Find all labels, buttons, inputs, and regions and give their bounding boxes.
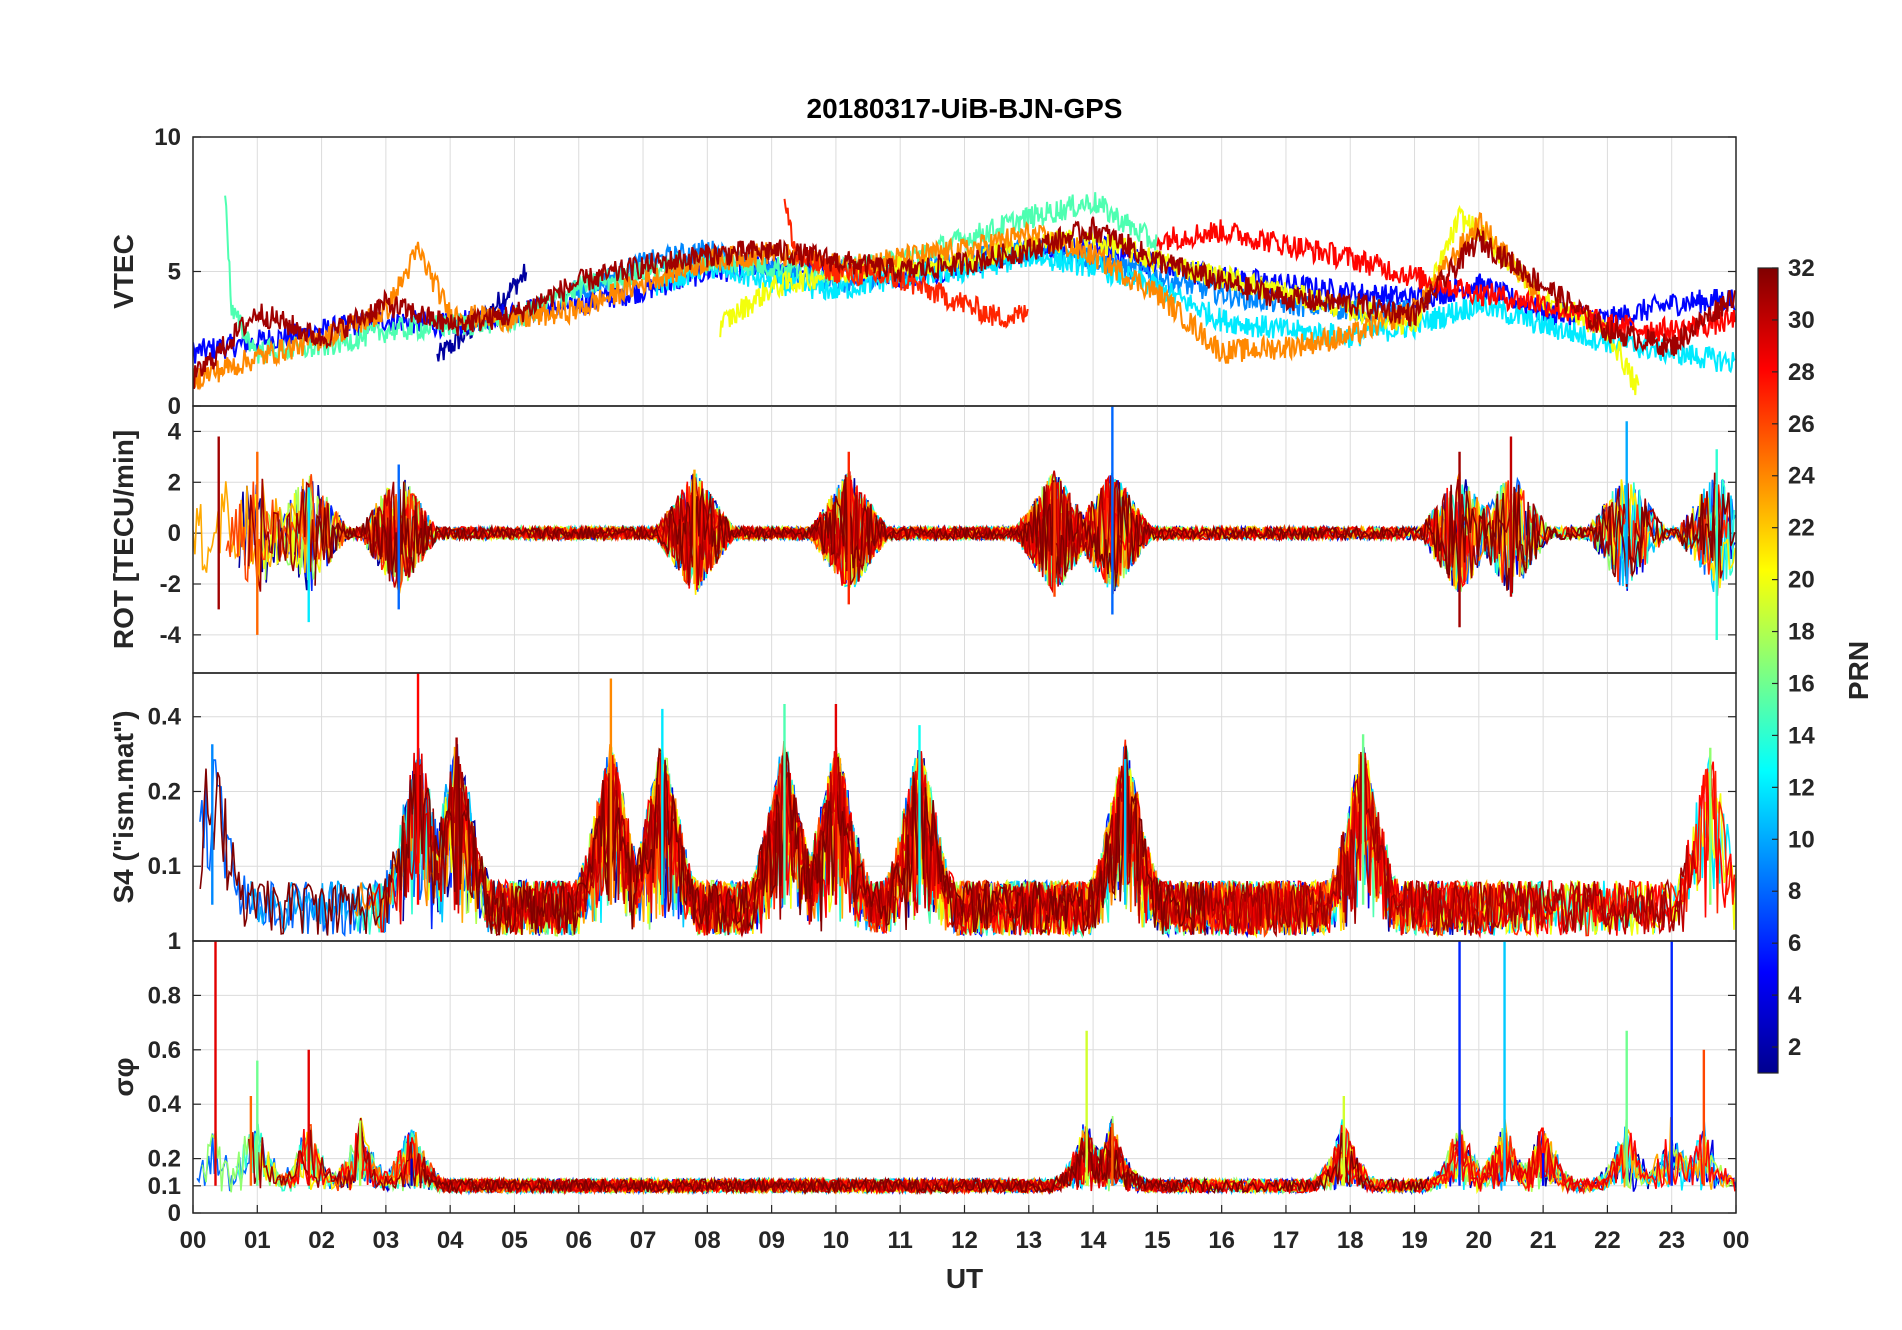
y-tick-label: 0.4 bbox=[148, 1091, 182, 1118]
series-line-prn-32 bbox=[314, 473, 1736, 596]
colorbar-tick-label: 4 bbox=[1788, 982, 1802, 1009]
y-axis-label: VTEC bbox=[108, 234, 139, 309]
x-axis-label: UT bbox=[946, 1263, 983, 1294]
x-tick-label: 15 bbox=[1144, 1227, 1171, 1254]
y-tick-label: 0 bbox=[168, 1200, 181, 1227]
panel-s4: 0.1 0.2 0.4 S4 ("ism.mat") bbox=[108, 672, 1737, 942]
x-tick-label: 06 bbox=[565, 1227, 592, 1254]
colorbar-tick-label: 20 bbox=[1788, 567, 1815, 594]
colorbar-tick-label: 6 bbox=[1788, 930, 1801, 957]
x-tick-label: 18 bbox=[1337, 1227, 1364, 1254]
colorbar-tick-label: 8 bbox=[1788, 878, 1801, 905]
y-axis-label: σφ bbox=[108, 1057, 139, 1096]
x-tick-label: 00 bbox=[1723, 1227, 1750, 1254]
y-tick-label: 10 bbox=[154, 124, 181, 151]
colorbar-tick-label: 24 bbox=[1788, 463, 1815, 490]
colorbar-tick-label: 30 bbox=[1788, 307, 1815, 334]
colorbar-tick-label: 32 bbox=[1788, 255, 1815, 282]
colorbar-tick-label: 18 bbox=[1788, 619, 1815, 646]
y-tick-label: -2 bbox=[160, 571, 181, 598]
y-tick-label: 4 bbox=[168, 418, 182, 445]
y-tick-label: 0 bbox=[168, 520, 181, 547]
x-tick-label: 02 bbox=[308, 1227, 335, 1254]
x-tick-label: 10 bbox=[823, 1227, 850, 1254]
x-tick-label: 17 bbox=[1273, 1227, 1300, 1254]
colorbar-tick-label: 14 bbox=[1788, 722, 1815, 749]
x-tick-label: 16 bbox=[1208, 1227, 1235, 1254]
x-tick-label: 09 bbox=[758, 1227, 785, 1254]
x-tick-label: 23 bbox=[1658, 1227, 1685, 1254]
y-tick-label: 0.6 bbox=[148, 1037, 181, 1064]
series-line-prn-28 bbox=[1156, 219, 1736, 343]
colorbar-tick-label: 22 bbox=[1788, 515, 1815, 542]
x-tick-label: 07 bbox=[630, 1227, 657, 1254]
traces bbox=[193, 192, 1736, 396]
colorbar-label: PRN bbox=[1843, 641, 1874, 700]
panel-rot: -4 -2 0 2 4 ROT [TECU/min] bbox=[108, 405, 1737, 674]
panel-vtec: 0 5 10 VTEC bbox=[108, 124, 1737, 420]
chart-title: 20180317-UiB-BJN-GPS bbox=[807, 93, 1123, 124]
y-tick-label: 2 bbox=[168, 469, 181, 496]
traces bbox=[193, 406, 1736, 640]
colorbar-tick-label: 12 bbox=[1788, 774, 1815, 801]
x-tick-label: 20 bbox=[1465, 1227, 1492, 1254]
colorbar-tick-label: 2 bbox=[1788, 1034, 1801, 1061]
x-tick-label: 12 bbox=[951, 1227, 978, 1254]
traces bbox=[199, 673, 1736, 939]
traces bbox=[196, 941, 1736, 1196]
y-tick-label: 0.2 bbox=[148, 1146, 181, 1173]
y-tick-label: 0.1 bbox=[148, 1173, 181, 1200]
series-line-prn-31 bbox=[248, 1117, 1182, 1195]
y-tick-label: 5 bbox=[168, 259, 181, 286]
colorbar-tick-label: 28 bbox=[1788, 359, 1815, 386]
x-tick-label: 22 bbox=[1594, 1227, 1621, 1254]
x-tick-label: 03 bbox=[373, 1227, 400, 1254]
series-line-prn-30 bbox=[401, 747, 1696, 937]
x-tick-label: 11 bbox=[888, 1227, 913, 1254]
colorbar-tick-label: 16 bbox=[1788, 670, 1815, 697]
x-tick-label: 21 bbox=[1530, 1227, 1557, 1254]
y-tick-label: 0.4 bbox=[148, 704, 182, 731]
x-tick-label: 00 bbox=[180, 1227, 207, 1254]
y-axis-label: S4 ("ism.mat") bbox=[108, 710, 139, 903]
colorbar-tick-label: 26 bbox=[1788, 411, 1815, 438]
x-tick-label: 14 bbox=[1080, 1227, 1107, 1254]
series-line-prn-27 bbox=[783, 198, 1029, 329]
x-tick-label: 13 bbox=[1015, 1227, 1042, 1254]
x-tick-label: 05 bbox=[501, 1227, 528, 1254]
series-line-prn-32 bbox=[199, 745, 1206, 936]
y-tick-label: 1 bbox=[168, 928, 181, 955]
y-tick-label: 0.8 bbox=[148, 982, 181, 1009]
y-tick-label: 0 bbox=[168, 393, 181, 420]
series-line-prn-32 bbox=[422, 1127, 1429, 1196]
series-line-prn-31 bbox=[193, 216, 1736, 390]
y-tick-label: 0.2 bbox=[148, 778, 181, 805]
series-line-prn-20 bbox=[719, 204, 1640, 396]
y-axis-label: ROT [TECU/min] bbox=[108, 430, 139, 649]
colorbar-gradient bbox=[1757, 267, 1779, 1074]
y-tick-label: 0.1 bbox=[148, 853, 181, 880]
series-line-prn-12 bbox=[654, 244, 1736, 374]
x-tick-label: 04 bbox=[437, 1227, 464, 1254]
panel-sigma_phi: 00.10.2 0.4 0.6 0.8 1 σφ bbox=[108, 928, 1737, 1227]
x-tick-label: 19 bbox=[1401, 1227, 1428, 1254]
y-tick-label: -4 bbox=[160, 622, 182, 649]
x-tick-label: 08 bbox=[694, 1227, 721, 1254]
colorbar-tick-label: 10 bbox=[1788, 826, 1815, 853]
x-tick-label: 01 bbox=[244, 1227, 271, 1254]
